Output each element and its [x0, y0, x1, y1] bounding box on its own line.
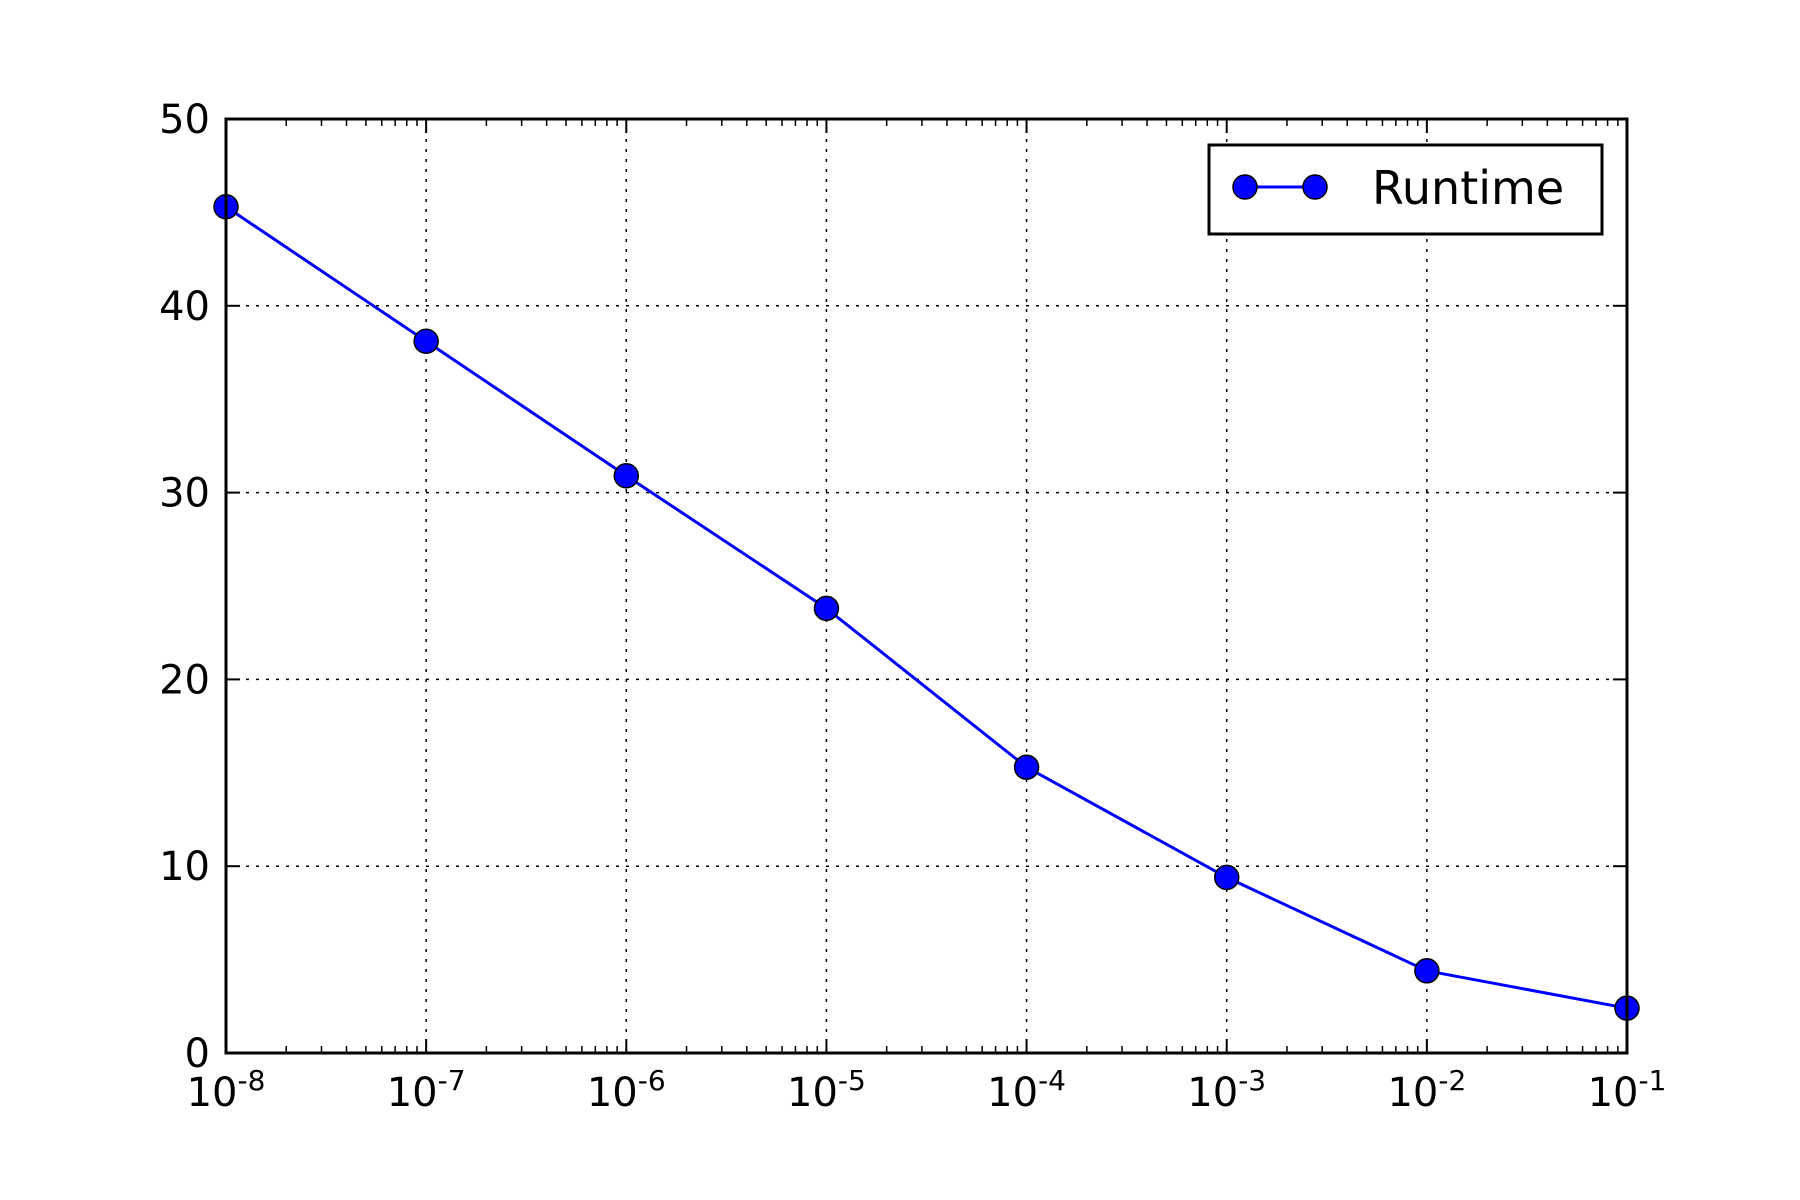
x-tick-label: 10-7 [387, 1064, 466, 1116]
x-tick-label: 10-6 [587, 1064, 666, 1116]
series-line [225, 205, 1628, 1010]
data-point [613, 463, 640, 489]
y-tick-label: 40 [159, 284, 210, 330]
x-tick-label: 10-1 [1588, 1064, 1667, 1116]
legend-marker [1302, 174, 1328, 200]
grid [226, 119, 1627, 1053]
x-tick-label: 10-5 [787, 1064, 866, 1116]
data-point [813, 595, 840, 622]
y-tick-label: 30 [159, 471, 210, 517]
data-point [413, 328, 439, 355]
y-tick-label: 50 [159, 97, 210, 143]
data-point [1013, 754, 1040, 780]
y-tick-label: 20 [159, 657, 210, 703]
legend-label: Runtime [1372, 161, 1564, 215]
legend-marker [1232, 174, 1258, 200]
x-tick-label: 10-8 [187, 1064, 266, 1116]
plot-frame [224, 117, 1629, 1055]
legend-box [1207, 143, 1604, 236]
data-point [1414, 958, 1440, 984]
y-tick-label: 0 [185, 1031, 210, 1077]
data-point [1213, 864, 1240, 891]
x-tick-label: 10-4 [987, 1064, 1066, 1116]
series-layer [213, 194, 1640, 1021]
x-tick-label: 10-2 [1387, 1064, 1466, 1116]
x-tick-label: 10-3 [1187, 1064, 1266, 1116]
ticks: 10-8 10-7 10-6 10-5 10-4 10-3 10-2 10-1 0 10 20 30 4… [159, 97, 1666, 1116]
y-tick-label: 10 [159, 844, 210, 890]
legend: Runtime [1207, 143, 1604, 236]
